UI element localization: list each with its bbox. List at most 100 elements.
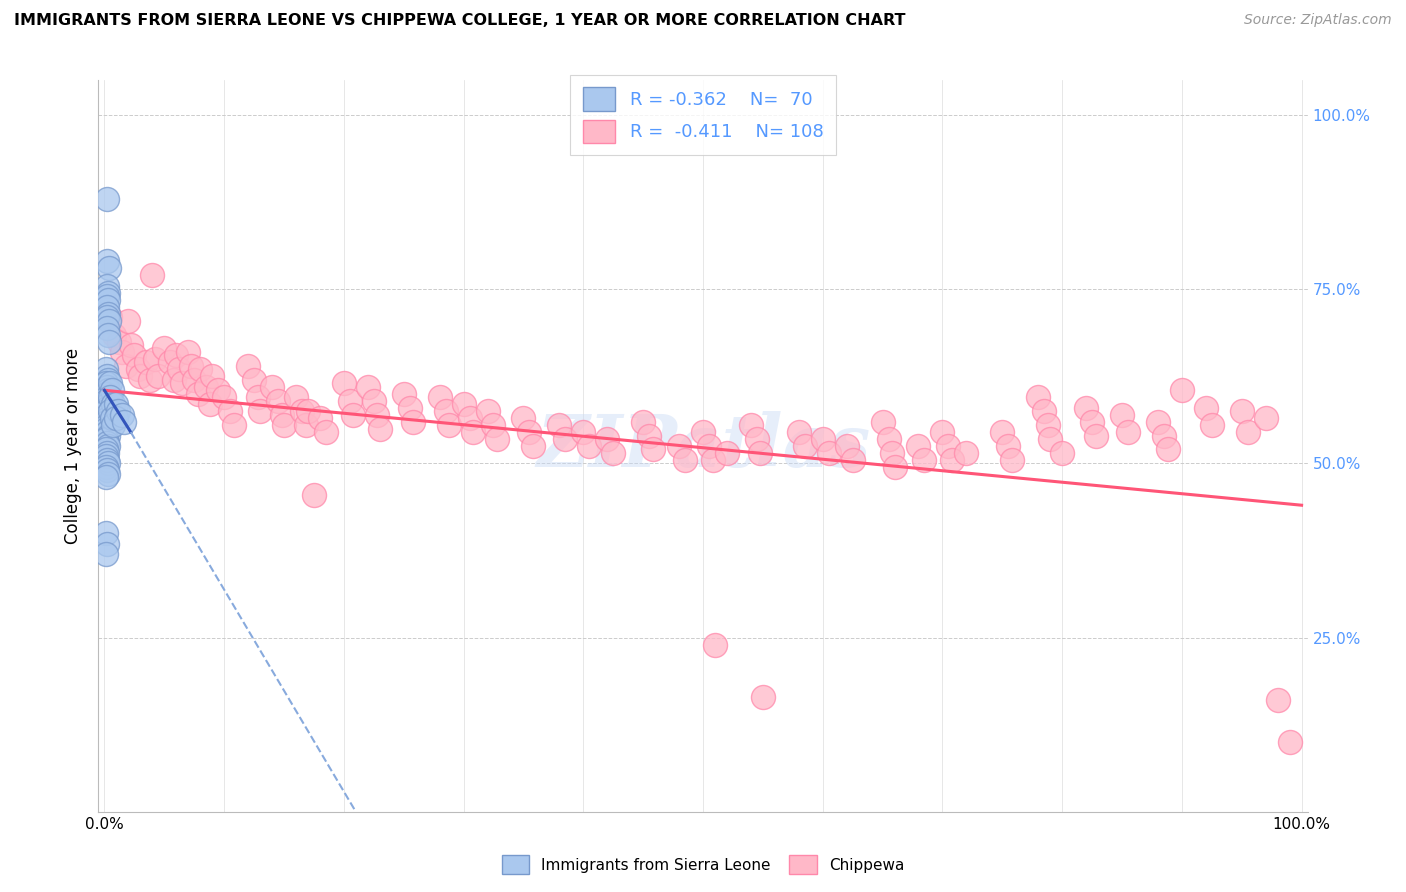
Point	[98, 313, 121, 327]
Point	[127, 362, 149, 376]
Point	[294, 418, 316, 433]
Point	[97, 293, 120, 307]
Point	[187, 386, 209, 401]
Point	[94, 459, 117, 474]
Point	[112, 415, 135, 429]
Point	[297, 404, 319, 418]
Point	[201, 369, 224, 384]
Point	[817, 446, 839, 460]
Point	[872, 415, 894, 429]
Point	[97, 397, 120, 411]
Point	[96, 380, 118, 394]
Point	[339, 393, 361, 408]
Point	[453, 397, 475, 411]
Point	[363, 393, 385, 408]
Point	[96, 536, 118, 550]
Point	[117, 313, 139, 327]
Point	[578, 439, 600, 453]
Point	[96, 408, 118, 422]
Point	[100, 376, 122, 391]
Point	[94, 386, 117, 401]
Point	[212, 390, 235, 404]
Point	[97, 384, 120, 398]
Point	[94, 393, 117, 408]
Point	[749, 446, 772, 460]
Point	[366, 408, 388, 422]
Point	[437, 418, 460, 433]
Point	[1084, 428, 1107, 442]
Point	[165, 348, 187, 362]
Legend: R = -0.362    N=  70, R =  -0.411    N= 108: R = -0.362 N= 70, R = -0.411 N= 108	[569, 75, 837, 155]
Point	[124, 348, 146, 362]
Point	[291, 404, 314, 418]
Point	[115, 359, 138, 373]
Point	[94, 432, 117, 446]
Point	[1116, 425, 1139, 439]
Point	[94, 450, 117, 464]
Point	[463, 425, 485, 439]
Point	[841, 453, 863, 467]
Point	[554, 432, 576, 446]
Point	[793, 439, 815, 453]
Point	[97, 467, 120, 481]
Point	[96, 310, 118, 325]
Point	[787, 425, 810, 439]
Point	[572, 425, 595, 439]
Point	[94, 404, 117, 418]
Point	[129, 369, 152, 384]
Point	[1033, 404, 1056, 418]
Point	[270, 408, 292, 422]
Point	[94, 526, 117, 541]
Point	[96, 192, 118, 206]
Point	[402, 415, 425, 429]
Point	[1081, 415, 1104, 429]
Point	[97, 307, 120, 321]
Point	[94, 376, 117, 391]
Point	[602, 446, 624, 460]
Point	[882, 446, 904, 460]
Point	[243, 373, 266, 387]
Point	[97, 411, 120, 425]
Point	[342, 408, 364, 422]
Y-axis label: College, 1 year or more: College, 1 year or more	[65, 348, 83, 544]
Point	[94, 362, 117, 376]
Point	[260, 380, 283, 394]
Point	[1153, 428, 1175, 442]
Point	[94, 547, 117, 561]
Point	[1278, 735, 1301, 749]
Text: IMMIGRANTS FROM SIERRA LEONE VS CHIPPEWA COLLEGE, 1 YEAR OR MORE CORRELATION CHA: IMMIGRANTS FROM SIERRA LEONE VS CHIPPEWA…	[14, 13, 905, 29]
Point	[96, 446, 118, 460]
Point	[94, 415, 117, 429]
Point	[1039, 432, 1062, 446]
Point	[105, 397, 128, 411]
Point	[398, 401, 420, 415]
Point	[167, 362, 190, 376]
Point	[96, 320, 118, 334]
Point	[392, 386, 415, 401]
Point	[284, 390, 307, 404]
Point	[740, 418, 762, 433]
Point	[1026, 390, 1049, 404]
Point	[96, 289, 118, 303]
Point	[96, 401, 118, 415]
Point	[96, 278, 118, 293]
Point	[883, 459, 905, 474]
Point	[931, 425, 953, 439]
Point	[941, 453, 963, 467]
Point	[914, 453, 936, 467]
Point	[183, 373, 205, 387]
Point	[236, 359, 259, 373]
Point	[153, 342, 176, 356]
Point	[548, 418, 571, 433]
Point	[159, 355, 181, 369]
Point	[188, 362, 211, 376]
Point	[673, 453, 696, 467]
Point	[111, 408, 134, 422]
Point	[938, 439, 960, 453]
Point	[246, 390, 269, 404]
Point	[195, 380, 218, 394]
Point	[1036, 418, 1059, 433]
Point	[486, 432, 509, 446]
Point	[198, 397, 221, 411]
Point	[96, 369, 118, 384]
